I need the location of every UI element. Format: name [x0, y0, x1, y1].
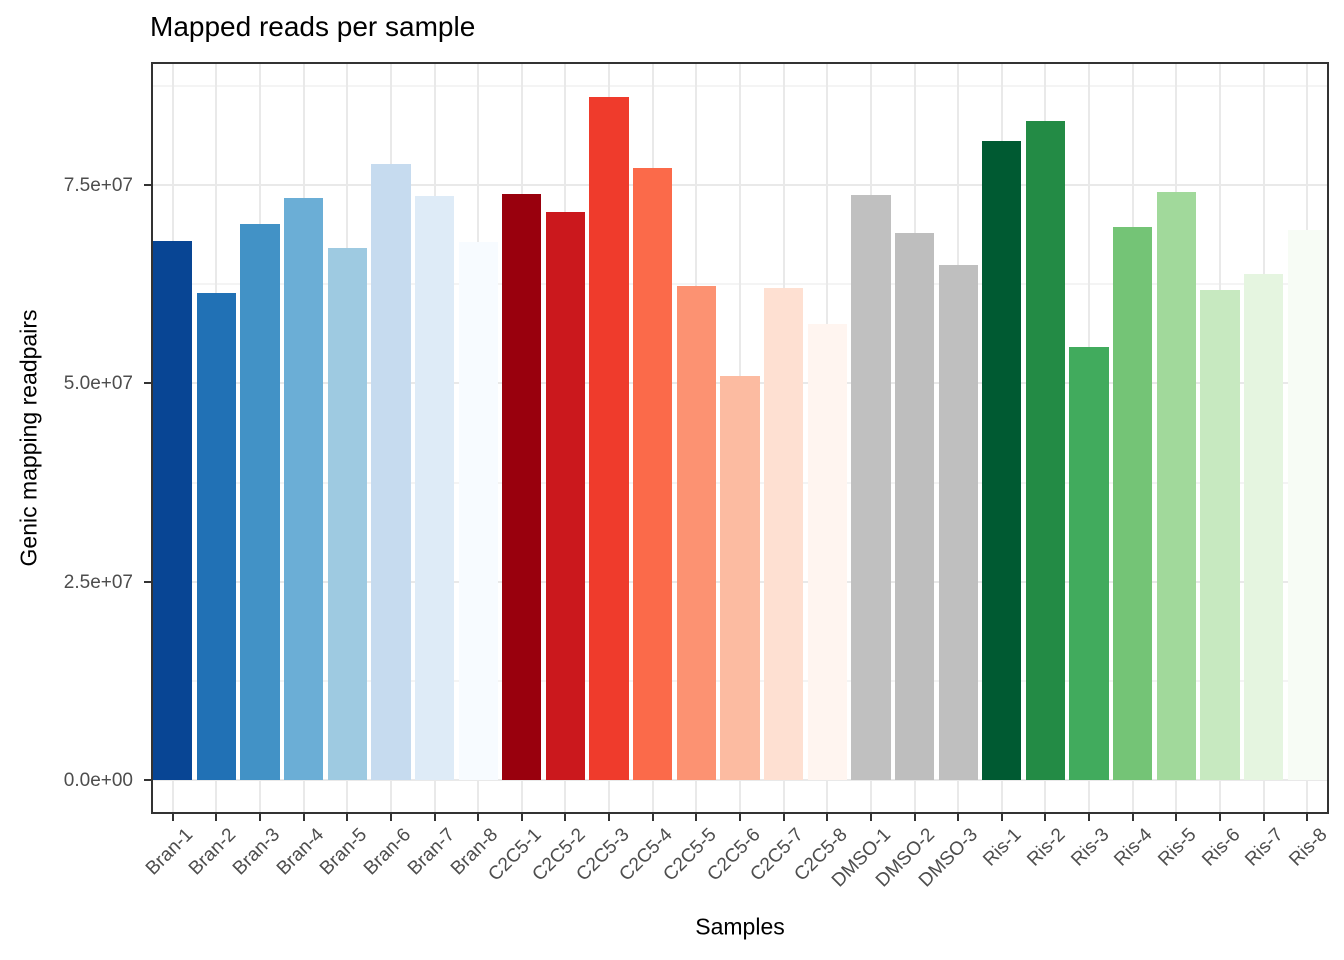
x-axis-tick	[651, 814, 654, 821]
x-axis-tick	[1306, 814, 1309, 821]
x-axis-tick	[1131, 814, 1134, 821]
x-axis-tick	[477, 814, 480, 821]
plot-title: Mapped reads per sample	[150, 11, 476, 42]
x-axis-tick	[957, 814, 960, 821]
bar	[1025, 120, 1066, 780]
bar	[545, 212, 586, 780]
bar	[153, 240, 193, 780]
x-axis-title: Samples	[695, 913, 785, 940]
x-axis-tick	[389, 814, 392, 821]
bar	[676, 285, 716, 780]
x-axis-tick-label-text: Bran-5	[316, 824, 372, 880]
bar	[633, 167, 673, 780]
x-axis-tick	[826, 814, 829, 821]
x-axis-tick-label-text: Bran-6	[359, 824, 416, 880]
x-axis-tick-label-text: Ris-3	[1066, 824, 1114, 871]
x-axis-tick-label-text: Bran-2	[185, 824, 241, 880]
x-axis-tick	[739, 814, 741, 821]
bar	[1113, 227, 1153, 780]
x-axis-tick	[1044, 814, 1047, 821]
y-axis-tick-label: 7.5e+07	[63, 175, 133, 197]
x-axis-tick-label-text: Bran-3	[229, 824, 285, 880]
x-axis-tick	[433, 814, 436, 821]
bar	[502, 193, 542, 780]
bar	[894, 232, 935, 780]
x-axis-tick-label-text: Bran-7	[403, 824, 459, 880]
bar	[458, 242, 498, 780]
bar	[327, 247, 367, 780]
y-axis-tick-label: 5.0e+07	[63, 373, 133, 395]
bar	[1287, 230, 1327, 780]
x-axis-tick	[215, 814, 218, 821]
x-axis-tick	[869, 814, 872, 821]
y-axis-tick	[144, 382, 151, 385]
x-axis-tick-label-text: Bran-4	[272, 824, 328, 880]
bar	[589, 97, 629, 780]
x-axis-tick	[1175, 814, 1178, 821]
plot-panel	[151, 62, 1329, 814]
x-axis-tick	[171, 814, 174, 821]
x-axis-tick	[520, 814, 523, 821]
bar	[807, 323, 847, 780]
bar	[1156, 192, 1196, 780]
x-axis-tick	[302, 814, 305, 821]
x-axis-tick-label-text: Ris-2	[1023, 824, 1070, 871]
x-axis-tick	[564, 814, 567, 821]
x-axis-tick	[1000, 814, 1003, 821]
bar	[196, 292, 237, 780]
x-axis-tick-label-text: Ris-6	[1197, 824, 1245, 871]
x-axis-tick	[608, 814, 611, 821]
x-axis-tick-label-text: Ris-1	[979, 824, 1026, 871]
bar	[1200, 289, 1240, 780]
bar	[938, 265, 978, 780]
y-axis-title: Genic mapping readpairs	[15, 309, 42, 567]
x-axis-tick	[1218, 814, 1221, 821]
x-axis-tick	[913, 814, 916, 821]
y-axis-tick-label: 2.5e+07	[63, 571, 133, 593]
bar	[284, 197, 324, 780]
x-axis-tick	[346, 814, 349, 821]
y-axis-tick-label: 0.0e+00	[63, 770, 133, 791]
bar	[371, 164, 411, 780]
bar	[1243, 273, 1284, 780]
x-axis-tick-label-text: Ris-5	[1154, 824, 1201, 871]
x-axis-tick-label-text: Ris-7	[1241, 824, 1288, 871]
x-axis-tick-label-text: Bran-1	[141, 824, 197, 880]
x-axis-tick-label-text: Ris-8	[1285, 824, 1332, 871]
bar	[720, 376, 760, 780]
bar	[851, 194, 891, 780]
bar	[763, 288, 804, 780]
bar	[982, 140, 1022, 780]
bar	[240, 223, 280, 780]
bar	[414, 196, 455, 780]
y-axis-tick	[144, 580, 151, 583]
x-axis-tick	[1088, 814, 1091, 821]
y-axis-tick	[144, 779, 151, 781]
bar	[1069, 346, 1109, 780]
x-axis-tick	[1262, 814, 1265, 821]
x-axis-tick-label-text: Ris-4	[1110, 824, 1157, 871]
x-axis-tick	[782, 814, 785, 821]
y-axis-tick	[144, 184, 151, 187]
x-axis-tick	[695, 814, 698, 821]
x-axis-tick	[259, 814, 262, 821]
